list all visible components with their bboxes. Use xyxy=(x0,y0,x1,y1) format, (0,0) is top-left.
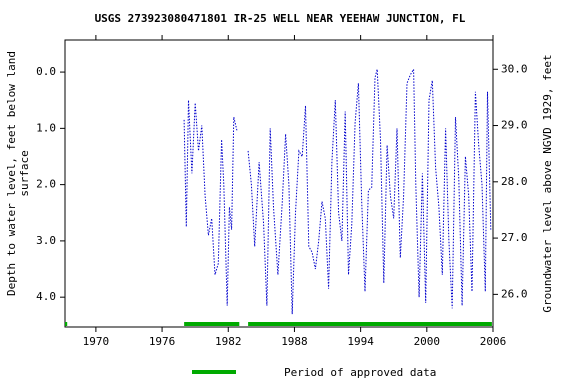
approved-period xyxy=(248,322,492,326)
x-tick-label: 2000 xyxy=(414,335,441,348)
x-tick-label: 1982 xyxy=(215,335,242,348)
x-tick-label: 1988 xyxy=(281,335,308,348)
y-tick-label: 1.0 xyxy=(36,121,56,134)
plot-area xyxy=(64,39,494,328)
y-axis-label: surface xyxy=(18,150,31,196)
x-tick-label: 1970 xyxy=(83,335,110,348)
approved-period xyxy=(65,322,68,326)
y-axis-label: Depth to water level, feet below land xyxy=(5,51,18,296)
y-tick-label: 3.0 xyxy=(36,234,56,247)
y2-tick-label: 28.0 xyxy=(501,175,528,188)
y2-tick-label: 29.0 xyxy=(501,119,528,132)
legend-label: Period of approved data xyxy=(284,366,436,379)
approved-period xyxy=(184,322,240,326)
chart-title: USGS 273923080471801 IR-25 WELL NEAR YEE… xyxy=(95,12,466,25)
y2-axis-label: Groundwater level above NGVD 1929, feet xyxy=(541,54,554,312)
x-tick-label: 2006 xyxy=(480,335,507,348)
x-tick-label: 1976 xyxy=(149,335,176,348)
y-tick-label: 2.0 xyxy=(36,178,56,191)
y2-tick-label: 30.0 xyxy=(501,62,528,75)
x-tick-label: 1994 xyxy=(347,335,374,348)
y2-tick-label: 26.0 xyxy=(501,287,528,300)
y-tick-label: 0.0 xyxy=(36,65,56,78)
data-line xyxy=(183,67,492,315)
y-tick-label: 4.0 xyxy=(36,290,56,303)
y2-tick-label: 27.0 xyxy=(501,231,528,244)
